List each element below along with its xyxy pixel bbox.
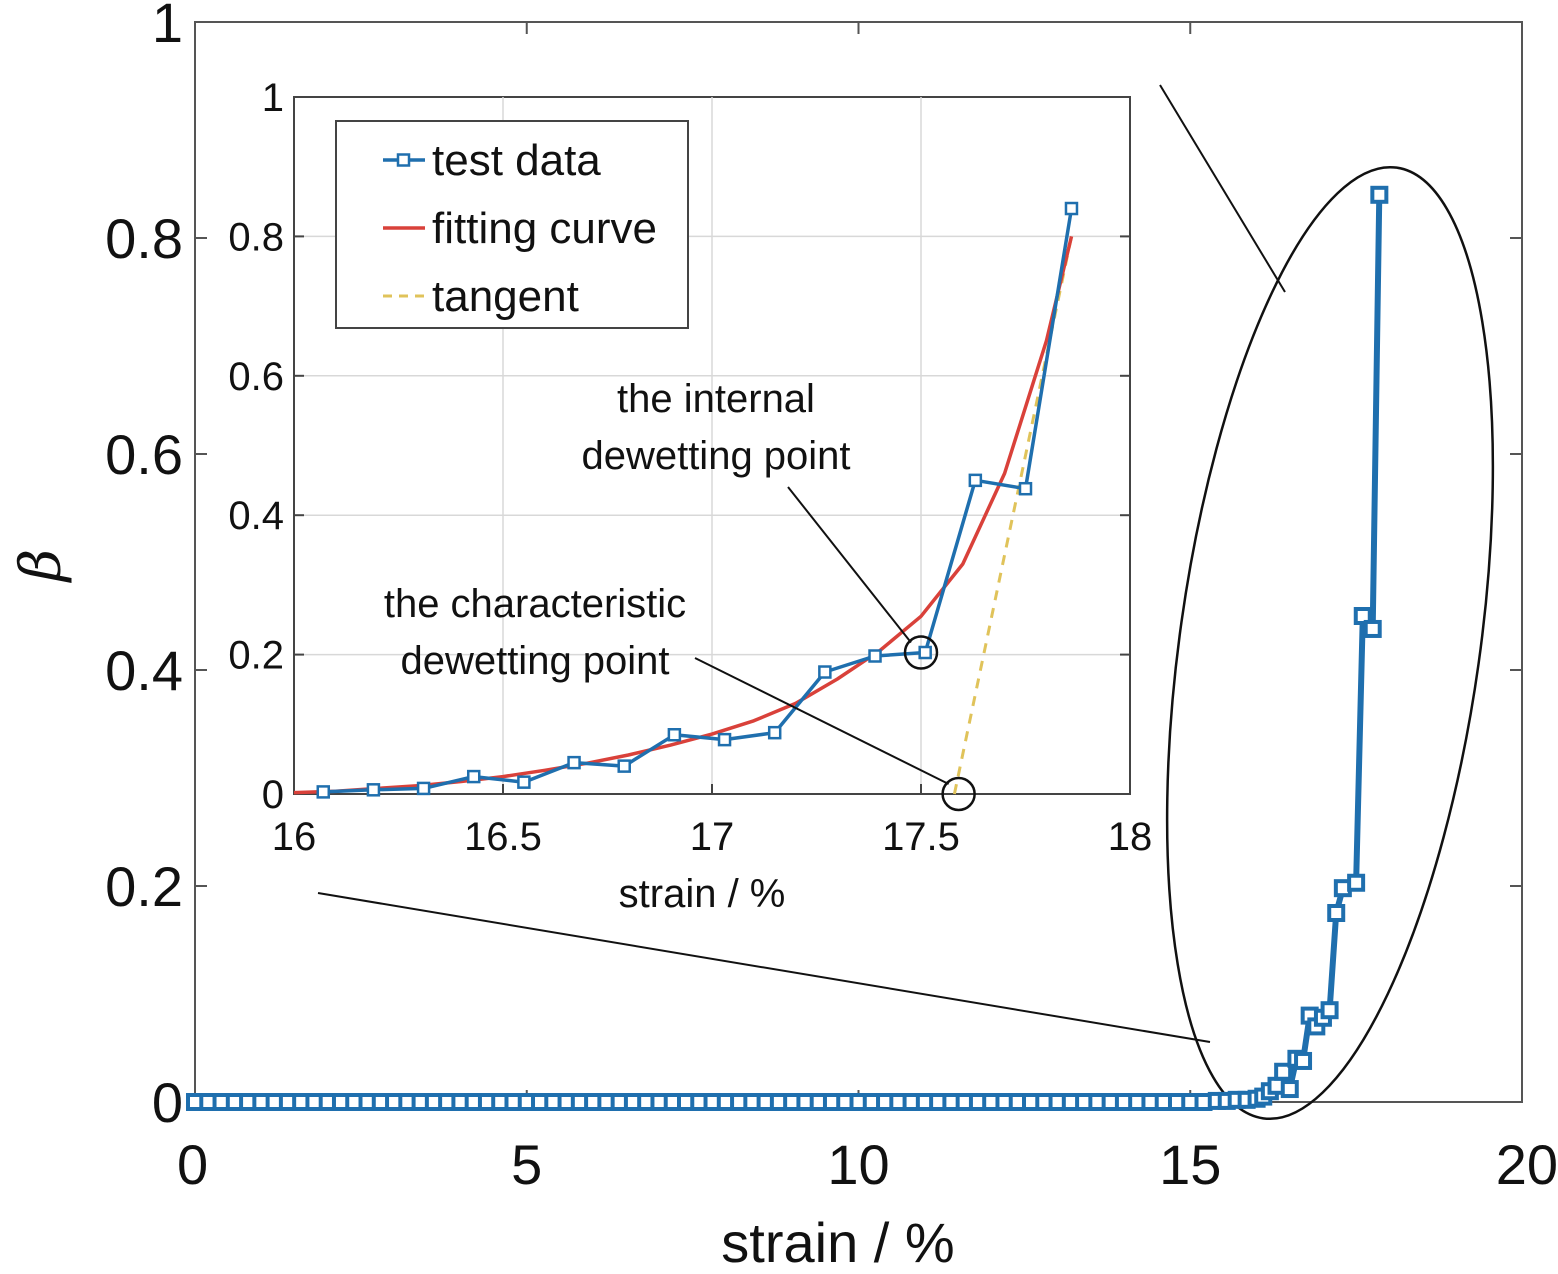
inset-data-point [717,732,732,747]
annotation-leader-line [787,486,912,644]
main-data-point [1274,1062,1293,1081]
inset-y-tick-label: 0.2 [228,634,284,678]
main-data-point [1280,1080,1299,1099]
inset-data-point [617,759,631,773]
inset-tick-labels: 16 16.5 17 17.5 18 0 0.2 0.4 0.6 0.8 1 [228,76,1152,859]
main-y-tick-label: 0.6 [105,423,183,486]
inset-data-point [868,649,882,663]
inset-y-tick-label: 1 [262,76,284,120]
inset-data-point [1064,201,1079,216]
annotation-leader-line [694,657,950,785]
main-series-test-data [186,185,1389,1111]
annotation-circle [903,635,939,670]
annotation-text-line: the characteristic [384,582,686,626]
main-x-tick-label: 0 [177,1133,208,1196]
inset-data-point [1018,481,1033,496]
legend-label: test data [432,136,601,185]
inset-data-point [366,783,381,797]
main-ticks [194,21,1523,1103]
legend-entry: test data [383,136,601,185]
inset-annotation: the internal dewetting point [581,377,939,670]
legend-entry: tangent [383,272,579,321]
inset-data-point [416,781,431,796]
inset-x-tick-label: 17 [690,815,735,859]
main-y-axis-label: β [9,549,74,583]
main-x-tick-label: 5 [511,1133,542,1196]
inset-y-tick-label: 0.8 [228,215,284,259]
main-y-tick-label: 0.8 [105,207,183,270]
inset-data-point [918,645,932,660]
main-data-point [1327,904,1346,922]
annotation-text-line: dewetting point [400,639,669,683]
main-x-tick-label: 10 [827,1133,889,1196]
inset-legend: test data fitting curve tangent [335,120,689,329]
inset-test-data-line [323,208,1074,794]
inset-y-tick-label: 0.4 [228,494,284,538]
inset-x-axis-label: strain / % [619,872,786,916]
main-data-point [1347,873,1366,892]
legend-box [335,120,689,329]
inset-x-tick-label: 18 [1108,815,1153,859]
inset-data-point [517,775,531,789]
main-data-point [1363,619,1382,638]
inset-data-point [818,665,832,679]
main-y-tick-label: 0.4 [105,639,183,702]
inset-data-point [968,473,983,488]
annotation-text-line: dewetting point [581,434,850,478]
main-y-tick-label: 1 [152,0,183,54]
main-data-point [1353,607,1372,625]
main-data-point [1294,1051,1313,1070]
inset-x-tick-label: 16.5 [464,815,542,859]
annotation-text-line: the internal [617,377,815,421]
zoom-leader-line-bottom [317,892,1211,1043]
main-data-point [1370,185,1389,204]
main-x-axis-label: strain / % [721,1211,954,1274]
main-x-tick-label: 20 [1496,1133,1558,1196]
inset-x-tick-label: 16 [272,815,317,859]
inset-data-point [316,785,331,799]
inset-x-tick-label: 17.5 [882,815,960,859]
inset-data-point [567,755,581,770]
inset-data-point [667,728,682,742]
inset-series [293,201,1079,799]
annotation-circle [941,776,976,812]
legend-label: fitting curve [432,204,657,253]
main-y-tick-label: 0 [152,1071,183,1134]
inset-y-tick-label: 0.6 [228,355,284,399]
zoom-leader-line-top [1159,84,1286,293]
legend-label: tangent [432,272,579,321]
main-x-tick-label: 15 [1159,1133,1221,1196]
inset-annotation: the characteristic dewetting point [384,582,976,812]
inset-y-tick-label: 0 [262,773,284,817]
zoom-ellipse [1165,165,1495,1121]
main-data-point [1320,1001,1339,1020]
legend-entry: fitting curve [383,204,657,253]
inset-data-point [466,769,481,784]
inset-data-point [767,725,782,740]
legend-swatch-marker [396,153,411,167]
main-y-tick-label: 0.2 [105,855,183,918]
